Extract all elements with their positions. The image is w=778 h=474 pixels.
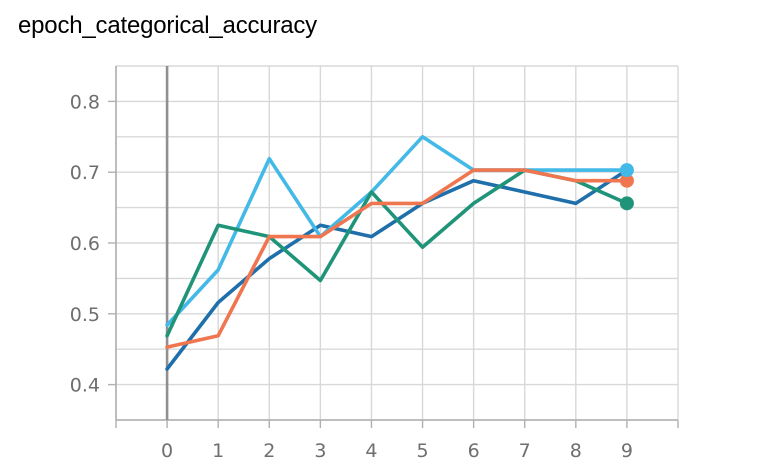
grid — [115, 65, 679, 421]
series-line-1 — [165, 168, 629, 371]
x-tick-label: 7 — [519, 440, 531, 462]
series-end-marker-4 — [619, 173, 634, 188]
x-tick-label: 5 — [416, 440, 428, 462]
series-end-marker-2 — [619, 163, 634, 178]
x-tick-label: 1 — [212, 440, 224, 462]
series-lines — [165, 135, 634, 371]
x-tick-label: 2 — [263, 440, 275, 462]
x-tick-label: 0 — [161, 440, 173, 462]
x-tick-label: 3 — [314, 440, 326, 462]
x-tick-label: 6 — [468, 440, 480, 462]
x-tick-label: 8 — [570, 440, 582, 462]
y-tick-label: 0.4 — [70, 375, 100, 397]
series-line-3 — [165, 168, 629, 338]
series-end-marker-3 — [619, 196, 634, 211]
chart-title: epoch_categorical_accuracy — [18, 12, 317, 39]
y-tick-label: 0.6 — [70, 233, 100, 255]
y-tick-label: 0.7 — [70, 162, 100, 184]
y-tick-label: 0.8 — [70, 91, 100, 113]
series-line-2 — [165, 135, 629, 327]
axes — [108, 66, 679, 428]
y-tick-label: 0.5 — [70, 304, 100, 326]
x-tick-label: 9 — [621, 440, 633, 462]
series-line-4 — [165, 168, 629, 349]
x-tick-label: 4 — [365, 440, 377, 462]
tick-labels: 0.4 0.5 0.6 0.7 0.8 0 1 2 3 4 5 6 7 8 9 — [70, 91, 633, 462]
